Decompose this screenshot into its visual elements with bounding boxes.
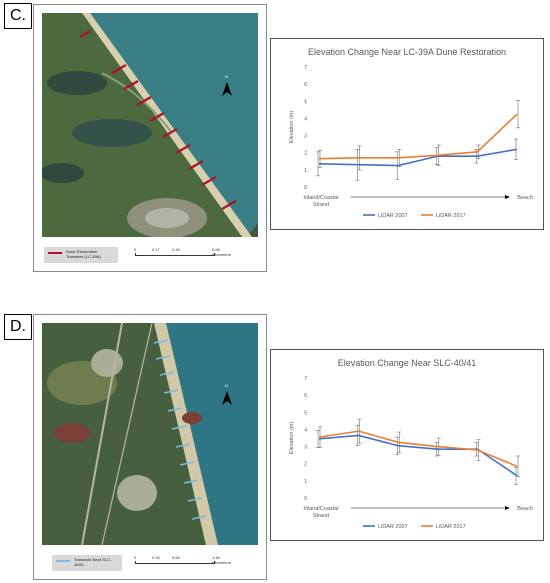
north-arrow: N	[220, 383, 234, 407]
y-tick-label: 7	[304, 376, 307, 382]
x-axis-arrowhead	[505, 195, 510, 199]
chart-title: Elevation Change Near SLC-40/41	[337, 358, 477, 368]
north-arrow-icon	[222, 391, 232, 405]
scale-label: 0.68	[172, 555, 180, 560]
satellite-map-graphic	[42, 13, 258, 237]
scale-bar: 0 0.17 0.34 0.68 Kilometers	[134, 247, 234, 263]
y-tick-label: 3	[304, 134, 307, 140]
chart-d: Elevation Change Near SLC-40/41 0 1 2 3 4 5 6 7…	[270, 349, 544, 541]
chart-c: Elevation Change Near LC-39A Dune Restor…	[270, 38, 544, 230]
x-axis-arrowhead	[505, 506, 510, 510]
legend-swatch	[56, 560, 70, 562]
y-tick-label: 6	[304, 393, 307, 399]
satellite-map	[42, 323, 258, 545]
scale-label: 0	[134, 247, 137, 252]
map-frame: N Transects Near SLC-40/41 0 0.34 0.68 1…	[33, 314, 267, 580]
north-label: N	[225, 74, 228, 79]
panel-label: D.	[4, 314, 32, 340]
x-axis-label-right: Beach	[517, 195, 533, 201]
chart-c-svg: 0 1 2 3 4 5 6 7 Elevation (m) Inland/Coastal Stran…	[289, 65, 533, 219]
y-tick-label: 0	[304, 185, 307, 191]
legend-label: LiDAR 2007	[378, 524, 408, 530]
y-tick-label: 6	[304, 82, 307, 88]
scale-label: 1.36 Kilometers	[212, 555, 231, 565]
x-axis-label-left: Inland/Coastal Strand	[303, 195, 338, 208]
series-line	[318, 148, 518, 167]
y-tick-label: 7	[304, 65, 307, 71]
chart-d-svg: 0 1 2 3 4 5 6 7 Elevation (m) Inland/Coastal Stran…	[289, 376, 533, 530]
x-axis-label-left: Inland/Coastal Strand	[303, 506, 338, 519]
y-tick-label: 1	[304, 168, 307, 174]
y-tick-label: 5	[304, 99, 307, 105]
series-line	[318, 113, 518, 160]
north-arrow-icon	[222, 82, 232, 96]
y-axis-label: Elevation (m)	[289, 422, 295, 455]
scale-label: 0.17	[152, 247, 160, 252]
scale-label: 0	[134, 555, 137, 560]
map-legend: Dune Restoration Transects (LC-39A)	[44, 247, 118, 263]
series-line	[318, 430, 518, 468]
chart-title: Elevation Change Near LC-39A Dune Restor…	[307, 47, 507, 57]
y-tick-label: 3	[304, 445, 307, 451]
panel-label: C.	[4, 3, 32, 29]
scale-label: 0.34	[172, 247, 180, 252]
map-legend: Transects Near SLC-40/41	[52, 555, 122, 571]
legend-label: LiDAR 2017	[436, 213, 466, 219]
north-label: N	[225, 383, 228, 388]
map-frame: N Dune Restoration Transects (LC-39A) 0 …	[33, 4, 267, 272]
y-tick-label: 0	[304, 496, 307, 502]
y-tick-label: 2	[304, 462, 307, 468]
y-axis-label: Elevation (m)	[289, 111, 295, 144]
satellite-map	[42, 13, 258, 237]
legend-label: LiDAR 2007	[378, 213, 408, 219]
y-tick-label: 2	[304, 151, 307, 157]
satellite-map-graphic	[42, 323, 258, 545]
scale-label: 0.34	[152, 555, 160, 560]
legend-swatch	[48, 252, 62, 254]
scale-bar: 0 0.34 0.68 1.36 Kilometers	[134, 555, 238, 571]
y-tick-label: 5	[304, 410, 307, 416]
legend-text: Dune Restoration Transects (LC-39A)	[66, 249, 101, 259]
north-arrow: N	[220, 74, 234, 98]
y-tick-label: 4	[304, 427, 307, 433]
x-axis-label-right: Beach	[517, 506, 533, 512]
series-line	[318, 434, 518, 477]
y-tick-label: 4	[304, 116, 307, 122]
legend-text: Transects Near SLC-40/41	[74, 557, 112, 567]
scale-label: 0.68 Kilometers	[212, 247, 231, 257]
y-tick-label: 1	[304, 479, 307, 485]
legend-label: LiDAR 2017	[436, 524, 466, 530]
